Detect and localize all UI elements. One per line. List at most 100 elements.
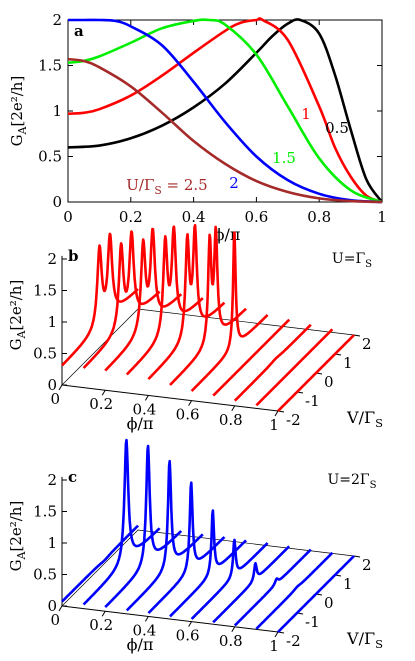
z-axis-label: V/ΓS xyxy=(346,629,383,651)
y-axis-label: GA[2e²/h] xyxy=(7,501,28,572)
series-line xyxy=(67,18,383,204)
z-tick-label: 1 xyxy=(47,534,57,552)
x-tick-label: 0.6 xyxy=(176,627,200,645)
surface-curve xyxy=(233,548,312,627)
surface-curve xyxy=(212,545,291,624)
x-axis-label: ϕ/π xyxy=(127,414,154,433)
x-tick-label: 0.4 xyxy=(132,621,156,639)
z-tick-label: 0 xyxy=(47,597,57,615)
series-line xyxy=(67,17,383,204)
surface-curve xyxy=(169,509,247,618)
x-tick xyxy=(101,610,106,617)
x-tick-label: 0 xyxy=(63,208,73,226)
x-tick-label: 0.6 xyxy=(244,208,268,226)
surface-curve xyxy=(190,231,269,392)
z-tick-label: 1 xyxy=(47,313,57,331)
surface-curve xyxy=(277,334,355,412)
z-tick-label: 1.5 xyxy=(33,503,57,521)
surface-curve xyxy=(61,232,139,367)
x-tick-label: 1 xyxy=(269,416,279,434)
x-tick-label: 1 xyxy=(377,208,387,226)
surface-curve xyxy=(82,230,161,369)
panel-label: b xyxy=(68,247,79,265)
x-tick xyxy=(274,410,279,417)
v-tick xyxy=(353,555,361,558)
series-line xyxy=(67,18,384,203)
surface-curve xyxy=(147,481,226,615)
x-tick-label: 0.8 xyxy=(307,208,331,226)
x-tick-label: 0 xyxy=(50,611,60,629)
v-tick-label: -1 xyxy=(305,613,320,631)
x-axis-label: ϕ/π xyxy=(127,635,154,654)
x-tick-label: 0.4 xyxy=(132,400,156,418)
panel-a: 0 0.2 0.4 0.6 0.8 100.511.52aϕ/πGA[2e²/h]0.51… xyxy=(8,11,387,244)
surface-curve xyxy=(104,227,183,372)
y-axis-label: GA[2e²/h] xyxy=(8,76,29,147)
surface-curve xyxy=(255,328,334,407)
annotation: U=2ΓS xyxy=(327,472,376,491)
surface-curve xyxy=(125,225,204,376)
x-tick xyxy=(188,621,193,627)
y-tick-label: 0 xyxy=(52,193,62,211)
panel-label: a xyxy=(74,22,84,40)
y-axis-label: GA[2e²/h] xyxy=(7,280,28,351)
x-tick-label: 0.2 xyxy=(119,208,143,226)
x-tick-label: 0.2 xyxy=(89,616,113,634)
y-tick-label: 2 xyxy=(52,11,62,29)
x-tick xyxy=(231,405,236,412)
x-tick-label: 1 xyxy=(269,637,279,655)
annotation: U=ΓS xyxy=(332,251,372,270)
x-tick-label: 0 xyxy=(50,390,60,408)
surface-curve xyxy=(233,323,312,402)
panel-a-frame xyxy=(67,19,383,203)
surface-curve xyxy=(104,444,183,609)
surface-curve xyxy=(190,538,269,620)
x-tick-label: 0.2 xyxy=(89,395,113,413)
series-label: U/ΓS = 2.5 xyxy=(126,176,207,197)
z-axis-label: V/ΓS xyxy=(346,408,383,430)
surface-curve xyxy=(61,524,139,603)
v-tick-label: 2 xyxy=(362,335,372,353)
z-tick-label: 2 xyxy=(47,250,57,268)
x-tick xyxy=(101,389,106,396)
z-tick-label: 0 xyxy=(47,376,57,394)
v-tick-label: 0 xyxy=(324,594,334,612)
surface-curve xyxy=(125,459,204,612)
z-tick-label: 0.5 xyxy=(33,345,57,363)
v-tick-label: 2 xyxy=(362,556,372,574)
v-tick-label: 0 xyxy=(324,373,334,391)
x-tick xyxy=(231,626,236,633)
v-tick-label: -2 xyxy=(286,411,301,429)
y-tick-label: 1.5 xyxy=(38,57,62,75)
x-tick xyxy=(188,400,193,406)
x-tick xyxy=(144,616,149,622)
y-tick-label: 1 xyxy=(52,102,62,120)
v-tick xyxy=(353,334,361,337)
series-label: 0.5 xyxy=(325,119,349,137)
x-tick xyxy=(144,395,149,401)
z-tick-label: 1.5 xyxy=(33,282,57,300)
y-tick-label: 0.5 xyxy=(38,148,62,166)
x-tick-label: 0.6 xyxy=(176,406,200,424)
series-label: 1.5 xyxy=(272,149,296,167)
surface-curve xyxy=(169,225,247,386)
x-tick xyxy=(58,605,63,612)
z-tick-label: 0.5 xyxy=(33,566,57,584)
surface-curve xyxy=(147,223,226,380)
series-label: 2 xyxy=(229,174,239,192)
surface-curve xyxy=(255,551,334,630)
v-tick-label: 1 xyxy=(343,575,353,593)
series-label: 1 xyxy=(301,105,311,123)
x-tick-label: 0.8 xyxy=(219,411,243,429)
z-tick-label: 2 xyxy=(47,471,57,489)
x-tick xyxy=(58,384,63,391)
floor-back-edge xyxy=(61,529,355,607)
x-tick xyxy=(274,631,279,638)
v-tick-label: -2 xyxy=(286,632,301,650)
panel-label: c xyxy=(68,468,77,486)
v-tick-label: 1 xyxy=(343,354,353,372)
x-tick-label: 0.4 xyxy=(182,208,206,226)
